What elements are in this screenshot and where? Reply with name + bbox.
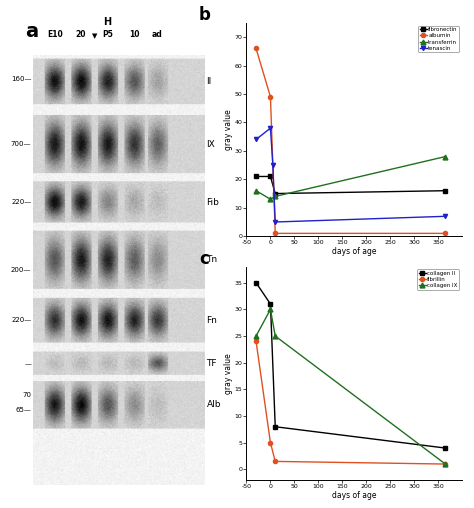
Line: albumin: albumin xyxy=(254,46,447,236)
tenascin xyxy=(270,162,276,168)
Text: 220—: 220— xyxy=(11,316,31,323)
fibrillin xyxy=(443,461,448,467)
Line: collagen II: collagen II xyxy=(254,280,447,450)
Text: H: H xyxy=(103,17,112,27)
Line: transferrin: transferrin xyxy=(254,154,448,202)
albumin xyxy=(443,230,448,236)
albumin xyxy=(268,94,273,100)
Text: ▼: ▼ xyxy=(91,34,97,40)
Text: Fib: Fib xyxy=(207,198,219,207)
transferrin xyxy=(443,153,448,160)
tenascin xyxy=(273,219,278,225)
transferrin xyxy=(253,187,259,194)
fibronectin xyxy=(443,187,448,194)
Y-axis label: gray value: gray value xyxy=(224,353,233,394)
Text: ad: ad xyxy=(152,30,163,40)
fibronectin xyxy=(268,173,273,179)
collagen IX xyxy=(268,306,273,312)
Text: IX: IX xyxy=(207,140,215,149)
Text: 220—: 220— xyxy=(11,199,31,205)
Text: Alb: Alb xyxy=(207,400,221,409)
Text: c: c xyxy=(199,249,209,268)
collagen IX xyxy=(273,333,278,339)
Text: 20: 20 xyxy=(76,30,86,40)
Line: collagen IX: collagen IX xyxy=(254,307,448,466)
fibrillin xyxy=(268,439,273,446)
X-axis label: days of age: days of age xyxy=(332,247,376,256)
Text: 70: 70 xyxy=(22,392,31,398)
Legend: collagen II, fibrillin, collagen IX: collagen II, fibrillin, collagen IX xyxy=(417,269,459,290)
Text: II: II xyxy=(207,77,212,86)
Text: TF: TF xyxy=(207,359,217,368)
tenascin xyxy=(253,137,259,143)
Text: Fn: Fn xyxy=(207,316,218,325)
X-axis label: days of age: days of age xyxy=(332,491,376,499)
transferrin xyxy=(273,194,278,200)
albumin xyxy=(273,230,278,236)
collagen II xyxy=(253,279,259,285)
Text: —: — xyxy=(24,361,31,367)
transferrin xyxy=(268,196,273,202)
Text: E10: E10 xyxy=(47,30,63,40)
albumin xyxy=(253,45,259,51)
Line: fibronectin: fibronectin xyxy=(254,174,447,196)
fibronectin xyxy=(273,190,278,197)
Text: 10: 10 xyxy=(129,30,139,40)
Text: 200—: 200— xyxy=(11,267,31,273)
collagen IX xyxy=(253,333,259,339)
Line: tenascin: tenascin xyxy=(254,126,447,224)
Text: b: b xyxy=(199,6,211,24)
Text: Tn: Tn xyxy=(207,256,218,265)
Text: 700—: 700— xyxy=(11,141,31,147)
Text: 65—: 65— xyxy=(16,407,31,413)
fibrillin xyxy=(253,338,259,344)
tenascin xyxy=(443,213,448,219)
fibronectin xyxy=(253,173,259,179)
Text: a: a xyxy=(25,21,38,41)
tenascin xyxy=(268,125,273,131)
fibrillin xyxy=(273,458,278,464)
collagen IX xyxy=(443,461,448,467)
collagen II xyxy=(268,301,273,307)
collagen II xyxy=(443,445,448,451)
Y-axis label: gray value: gray value xyxy=(224,109,233,150)
Text: P5: P5 xyxy=(102,30,113,40)
Legend: fibronectin, albumin, transferrin, tenascin: fibronectin, albumin, transferrin, tenas… xyxy=(418,25,459,52)
collagen II xyxy=(273,424,278,430)
Line: fibrillin: fibrillin xyxy=(254,339,447,466)
Text: 160—: 160— xyxy=(11,76,31,82)
